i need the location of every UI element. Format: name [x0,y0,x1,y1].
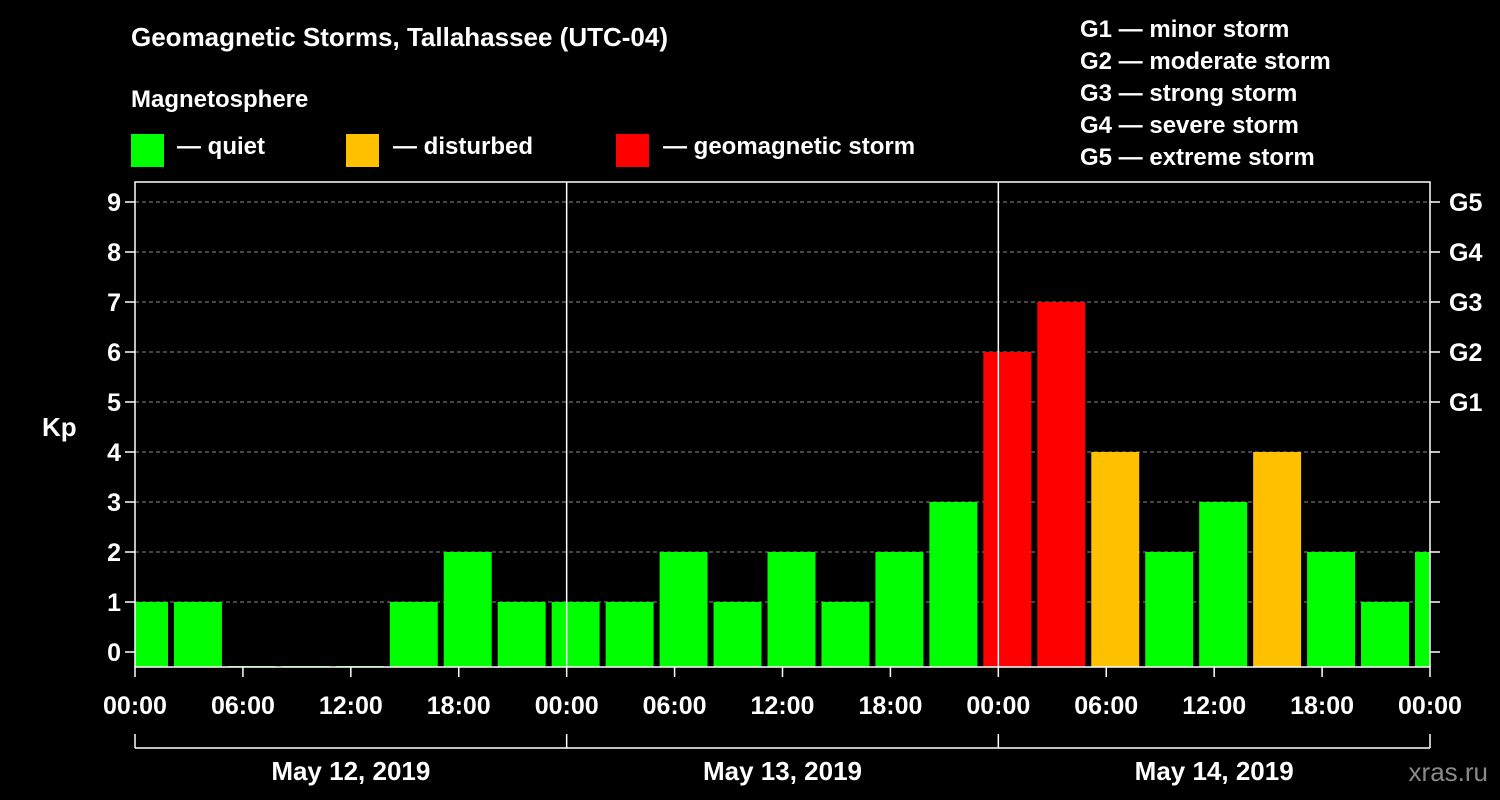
bar-15 [929,502,978,667]
bar-13 [821,602,870,667]
right-tick-label-G2: G2 [1449,339,1482,367]
storm-scale-g1: G1 — minor storm [1080,16,1290,43]
y-tick-label-8: 8 [107,239,121,267]
bar-22 [1307,552,1356,667]
y-tick-label-6: 6 [107,339,121,367]
x-tick-label-6: 12:00 [751,692,815,720]
y-tick-label-2: 2 [107,539,121,567]
bar-8 [551,602,600,667]
x-tick-label-9: 06:00 [1074,692,1138,720]
chart-title: Geomagnetic Storms, Tallahassee (UTC-04) [131,22,669,52]
legend-swatch-disturbed [346,134,379,167]
y-tick-label-9: 9 [107,189,121,217]
legend-label-disturbed: — disturbed [393,133,534,160]
bar-24 [1415,552,1430,667]
bar-17 [1037,302,1086,667]
x-tick-label-8: 00:00 [966,692,1030,720]
right-tick-label-G5: G5 [1449,189,1482,217]
bar-6 [443,552,492,667]
right-tick-label-G4: G4 [1449,239,1482,267]
bar-1 [173,602,222,667]
bar-5 [389,602,438,667]
bar-7 [497,602,546,667]
storm-scale-g2: G2 — moderate storm [1080,48,1331,75]
legend-swatch-storm [616,134,649,167]
x-tick-label-7: 18:00 [858,692,922,720]
bar-19 [1145,552,1194,667]
bar-9 [605,602,654,667]
bar-10 [659,552,708,667]
day-label-0: May 12, 2019 [271,756,430,786]
bar-0 [135,602,168,667]
bar-12 [767,552,816,667]
bar-20 [1199,502,1248,667]
day-label-2: May 14, 2019 [1135,756,1294,786]
x-tick-label-4: 00:00 [535,692,599,720]
bar-18 [1091,452,1140,667]
y-tick-label-5: 5 [107,389,121,417]
y-tick-label-4: 4 [107,439,121,467]
bar-21 [1253,452,1302,667]
legend-heading: Magnetosphere [131,86,309,113]
day-label-1: May 13, 2019 [703,756,862,786]
x-tick-label-2: 12:00 [319,692,383,720]
x-tick-label-12: 00:00 [1398,692,1462,720]
bar-23 [1361,602,1410,667]
bar-11 [713,602,762,667]
x-tick-label-5: 06:00 [643,692,707,720]
legend-label-quiet: — quiet [177,133,265,160]
storm-scale-legend: G1 — minor storm G2 — moderate storm G3 … [1080,14,1331,174]
y-tick-label-3: 3 [107,489,121,517]
y-tick-label-1: 1 [107,589,121,617]
storm-scale-g3: G3 — strong storm [1080,80,1298,107]
right-tick-label-G1: G1 [1449,389,1482,417]
y-tick-label-7: 7 [107,289,121,317]
x-tick-label-10: 12:00 [1182,692,1246,720]
x-tick-label-1: 06:00 [211,692,275,720]
y-tick-label-0: 0 [107,639,121,667]
x-tick-label-3: 18:00 [427,692,491,720]
x-tick-label-11: 18:00 [1290,692,1354,720]
bar-16 [983,352,1032,667]
storm-scale-g4: G4 — severe storm [1080,112,1299,139]
bar-14 [875,552,924,667]
y-axis-label: Kp [42,412,77,442]
legend-label-storm: — geomagnetic storm [663,133,916,160]
legend-swatch-quiet [131,134,164,167]
right-tick-label-G3: G3 [1449,289,1482,317]
x-tick-label-0: 00:00 [103,692,167,720]
storm-scale-g5: G5 — extreme storm [1080,144,1315,171]
watermark: xras.ru [1408,757,1488,787]
